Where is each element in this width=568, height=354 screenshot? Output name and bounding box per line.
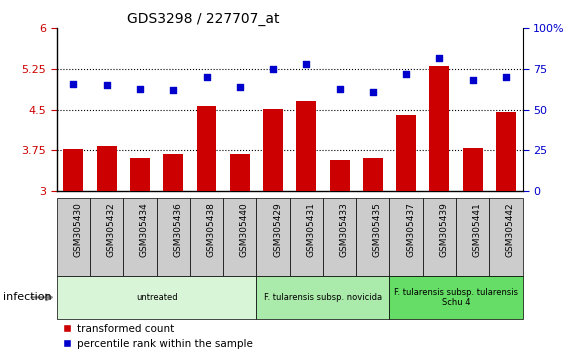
Text: GSM305437: GSM305437 <box>406 202 415 257</box>
Bar <box>496 113 516 191</box>
Point <box>368 89 377 95</box>
Text: GSM305436: GSM305436 <box>173 202 182 257</box>
Text: GSM305430: GSM305430 <box>73 202 82 257</box>
Text: GDS3298 / 227707_at: GDS3298 / 227707_at <box>127 12 279 26</box>
Text: GSM305429: GSM305429 <box>273 202 282 257</box>
Bar <box>463 148 483 191</box>
Legend: transformed count, percentile rank within the sample: transformed count, percentile rank withi… <box>62 324 252 349</box>
Point <box>468 78 477 83</box>
Text: untreated: untreated <box>136 293 177 302</box>
Point <box>102 82 111 88</box>
FancyBboxPatch shape <box>90 198 123 276</box>
FancyBboxPatch shape <box>123 198 157 276</box>
Text: GSM305433: GSM305433 <box>340 202 349 257</box>
Bar <box>429 66 449 191</box>
Point <box>235 84 244 90</box>
Bar <box>396 115 416 191</box>
Text: GSM305442: GSM305442 <box>506 202 515 257</box>
Text: GSM305435: GSM305435 <box>373 202 382 257</box>
Text: GSM305441: GSM305441 <box>473 202 482 257</box>
Point <box>69 81 78 86</box>
FancyBboxPatch shape <box>256 198 290 276</box>
Text: F. tularensis subsp. tularensis
Schu 4: F. tularensis subsp. tularensis Schu 4 <box>394 288 518 307</box>
Bar <box>230 154 250 191</box>
Bar <box>329 160 349 191</box>
FancyBboxPatch shape <box>223 198 256 276</box>
FancyBboxPatch shape <box>456 198 489 276</box>
Text: GSM305440: GSM305440 <box>240 202 249 257</box>
FancyBboxPatch shape <box>157 198 190 276</box>
FancyBboxPatch shape <box>256 276 390 319</box>
Point <box>435 55 444 61</box>
Text: F. tularensis subsp. novicida: F. tularensis subsp. novicida <box>264 293 382 302</box>
Point <box>335 86 344 91</box>
Text: infection: infection <box>3 292 52 302</box>
FancyBboxPatch shape <box>356 198 390 276</box>
Bar <box>263 109 283 191</box>
FancyBboxPatch shape <box>57 276 256 319</box>
Point <box>502 74 511 80</box>
Bar <box>64 149 83 191</box>
Bar <box>130 158 150 191</box>
FancyBboxPatch shape <box>423 198 456 276</box>
Text: GSM305439: GSM305439 <box>440 202 448 257</box>
Bar <box>296 101 316 191</box>
Bar <box>197 106 216 191</box>
Bar <box>163 154 183 191</box>
FancyBboxPatch shape <box>489 198 523 276</box>
Point <box>202 74 211 80</box>
Text: GSM305434: GSM305434 <box>140 202 149 257</box>
Point <box>302 61 311 67</box>
Point <box>169 87 178 93</box>
FancyBboxPatch shape <box>390 276 523 319</box>
Text: GSM305438: GSM305438 <box>207 202 215 257</box>
Text: GSM305432: GSM305432 <box>107 202 116 257</box>
FancyBboxPatch shape <box>290 198 323 276</box>
Text: GSM305431: GSM305431 <box>306 202 315 257</box>
FancyBboxPatch shape <box>190 198 223 276</box>
Point <box>402 71 411 77</box>
Bar <box>97 146 116 191</box>
Point <box>135 86 144 91</box>
FancyBboxPatch shape <box>390 198 423 276</box>
Bar <box>363 158 383 191</box>
FancyBboxPatch shape <box>323 198 356 276</box>
FancyBboxPatch shape <box>57 198 90 276</box>
Point <box>269 66 278 72</box>
